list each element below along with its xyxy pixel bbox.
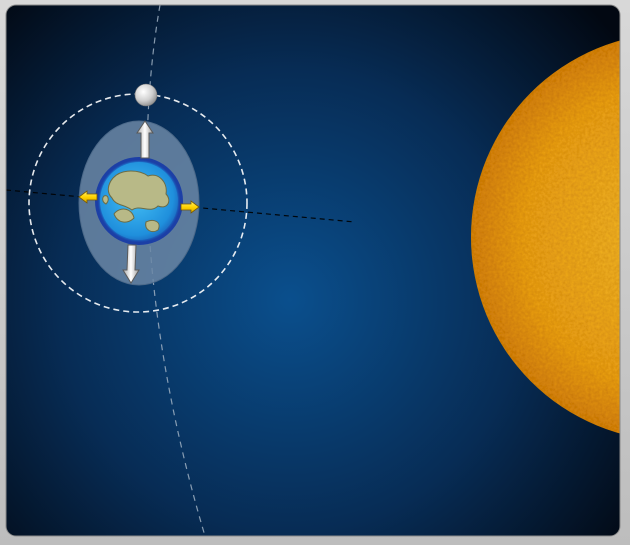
tide-arrow-up [136,120,154,159]
tide-arrow-right [180,200,200,214]
sun-icon [471,33,620,441]
moon-icon[interactable] [134,83,158,107]
earth-globe-icon[interactable] [95,157,183,245]
tide-arrow-left [78,190,98,204]
tide-arrow-down [122,244,140,284]
panel-border [5,4,621,537]
